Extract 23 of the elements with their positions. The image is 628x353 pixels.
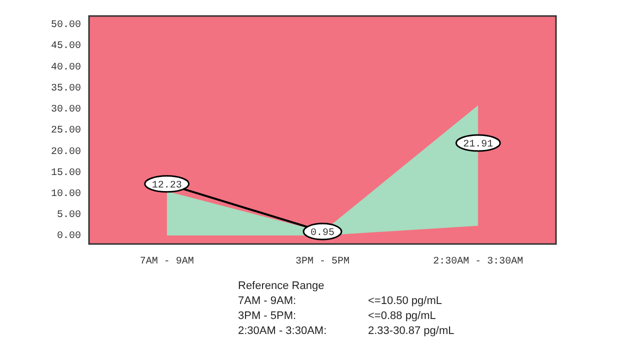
y-tick-label: 50.00 xyxy=(50,20,82,32)
x-tick-label: 2:30AM - 3:30AM xyxy=(433,256,524,268)
y-tick-label: 40.00 xyxy=(50,62,82,74)
data-label: 21.91 xyxy=(463,140,494,151)
y-tick-label: 30.00 xyxy=(50,104,82,116)
text: 2:30AM - 3:30AM: xyxy=(238,324,328,339)
y-tick-label: 20.00 xyxy=(50,146,82,158)
y-tick-label: 5.00 xyxy=(56,210,82,222)
x-tick-label: 7AM - 9AM xyxy=(140,256,194,268)
y-tick-label: 45.00 xyxy=(50,41,82,52)
x-tick-label: 3PM - 5PM xyxy=(295,256,350,268)
y-tick-label: 15.00 xyxy=(50,168,82,179)
y-tick-label: 35.00 xyxy=(50,83,82,94)
y-tick-label: 10.00 xyxy=(50,188,82,200)
text: 2.33-30.87 pg/mL xyxy=(368,324,454,339)
text: 3PM - 5PM: xyxy=(238,309,298,324)
text: 7AM - 9AM: xyxy=(238,294,298,309)
y-tick-label: 0.00 xyxy=(56,231,82,242)
text: <=0.88 pg/mL xyxy=(368,309,436,324)
text: <=10.50 pg/mL xyxy=(368,294,442,309)
text: Reference Range xyxy=(238,280,326,292)
y-tick-label: 25.00 xyxy=(50,126,82,137)
data-label: 12.23 xyxy=(152,180,182,192)
